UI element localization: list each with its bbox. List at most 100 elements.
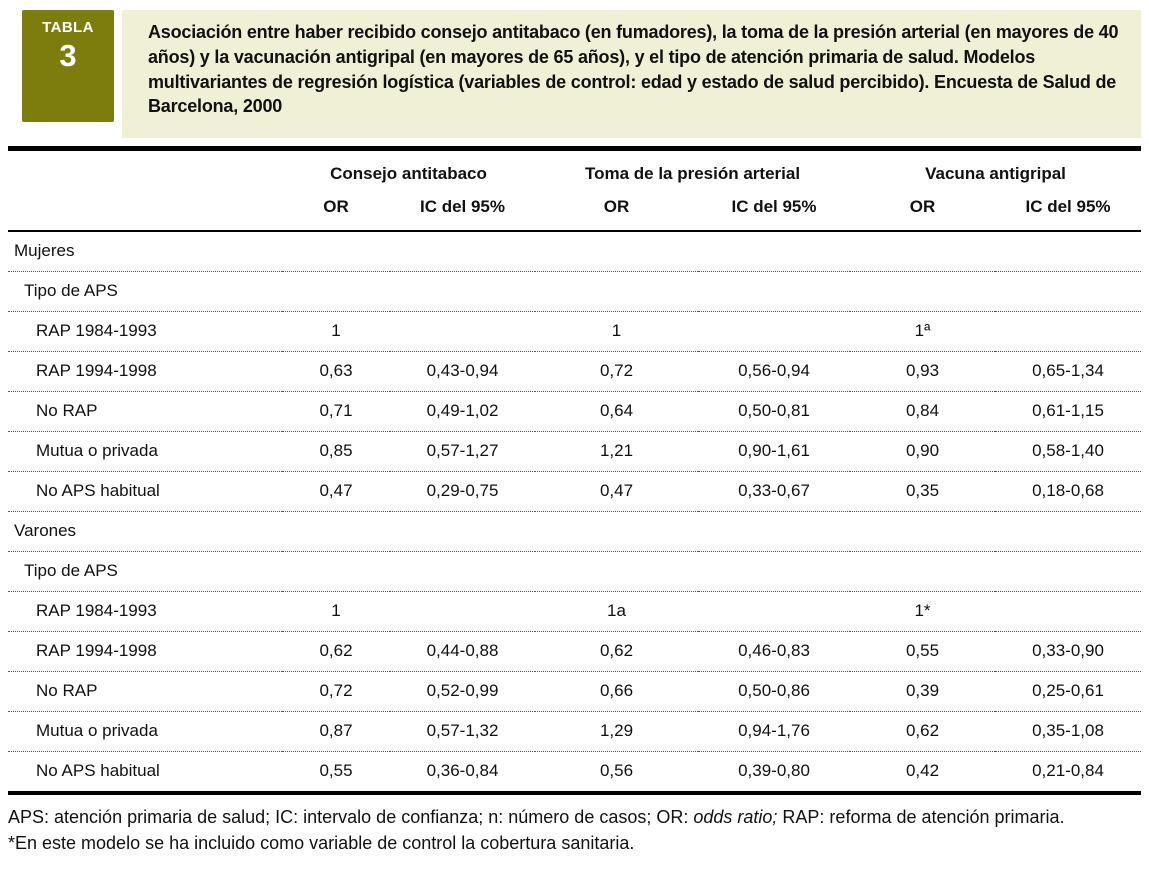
footnotes: APS: atención primaria de salud; IC: int… [8,806,1141,856]
table-section-row: Tipo de APS [8,551,1142,592]
table-section-row: Mujeres [8,231,1141,272]
table-row: RAP 1994-1998 0,62 0,44-0,88 0,62 0,46-0,83 0… [8,631,1142,672]
ci-value: 0,56-0,94 [698,351,850,392]
ci-value [698,231,850,272]
or-value: 0,62 [850,711,995,752]
ci-value [698,511,850,552]
ci-value [698,551,850,592]
ci-value [995,231,1141,272]
table-title: Asociación entre haber recibido consejo … [148,22,1119,117]
ci-value [390,551,535,592]
row-label: Tipo de APS [8,271,282,312]
ci-value: 0,50-0,81 [698,391,850,432]
or-value [282,551,390,592]
row-label: No RAP [8,671,282,712]
row-label: No APS habitual [8,471,282,512]
ci-value: 0,52-0,99 [390,671,535,712]
ci-value: 0,35-1,08 [995,711,1142,752]
or-value: 1 [282,591,390,632]
row-label: RAP 1994-1998 [8,351,282,392]
ci-value [698,311,850,352]
ci-header: IC del 95% [698,193,850,232]
ci-value [995,551,1142,592]
ci-value: 0,90-1,61 [698,431,850,472]
or-value: 1 [282,311,390,352]
ci-header: IC del 95% [390,193,535,232]
or-value [850,271,995,312]
or-value: 0,84 [850,391,995,432]
or-value: 0,90 [850,431,995,472]
ci-value [698,271,850,312]
bottom-rule [8,791,1141,795]
ci-header: IC del 95% [995,193,1142,232]
or-value: 1* [850,591,995,632]
ci-value: 0,61-1,15 [995,391,1142,432]
column-group-presion-arterial: Toma de la presión arterial [584,164,801,183]
or-value: 1,21 [535,431,698,472]
or-value [535,271,698,312]
or-value: 1a [535,591,698,632]
or-value [850,551,995,592]
column-group-consejo-antitabaco: Consejo antitabaco [330,164,487,183]
or-value: 0,72 [535,351,698,392]
ci-value: 0,50-0,86 [698,671,850,712]
badge-label: TABLA [42,19,94,36]
ci-value: 0,57-1,32 [390,711,535,752]
or-value: 0,47 [535,471,698,512]
ci-value: 0,18-0,68 [995,471,1142,512]
or-value: 0,66 [535,671,698,712]
ci-value [390,231,535,272]
or-value: 0,39 [850,671,995,712]
table-row: RAP 1984-1993 1 1 1ª [8,311,1142,352]
ci-value [390,511,535,552]
ci-value: 0,46-0,83 [698,631,850,672]
table-row: Mutua o privada 0,85 0,57-1,27 1,21 0,90-1,6… [8,431,1142,472]
row-label: Tipo de APS [8,551,282,592]
ci-value: 0,43-0,94 [390,351,535,392]
table-row: No RAP 0,71 0,49-1,02 0,64 0,50-0,81 0,84 0,61… [8,391,1142,432]
or-value: 0,93 [850,351,995,392]
ci-value: 0,21-0,84 [995,751,1142,791]
or-value: 0,87 [282,711,390,752]
or-value [535,551,698,592]
table-row: RAP 1994-1998 0,63 0,43-0,94 0,72 0,56-0,94 0… [8,351,1142,392]
sub-header-row: OR IC del 95% OR IC del 95% OR IC del 95… [8,193,1142,232]
or-value: 0,56 [535,751,698,791]
row-label: Varones [8,511,282,552]
ci-value: 0,44-0,88 [390,631,535,672]
group-header-row: Consejo antitabaco Toma de la presión ar… [8,151,1141,193]
or-header: OR [850,193,995,232]
or-value: 0,55 [282,751,390,791]
table-row: Mutua o privada 0,87 0,57-1,32 1,29 0,94-1,7… [8,711,1142,752]
row-label: Mutua o privada [8,711,282,752]
ci-value [390,311,535,352]
ci-value: 0,25-0,61 [995,671,1142,712]
table-section-row: Tipo de APS [8,271,1142,312]
ci-value: 0,57-1,27 [390,431,535,472]
table-row: No RAP 0,72 0,52-0,99 0,66 0,50-0,86 0,39 0,25… [8,671,1142,712]
or-value: 0,62 [282,631,390,672]
or-value [282,231,390,272]
or-value: 0,35 [850,471,995,512]
ci-value [995,311,1142,352]
or-value: 0,71 [282,391,390,432]
row-label: Mutua o privada [8,431,282,472]
ci-value: 0,33-0,90 [995,631,1142,672]
or-value: 0,64 [535,391,698,432]
or-value [850,231,995,272]
row-label: RAP 1994-1998 [8,631,282,672]
column-group-vacuna-antigripal: Vacuna antigripal [925,164,1066,183]
footnote-asterisk: *En este modelo se ha incluido como vari… [8,833,635,854]
top-rule [8,146,1141,151]
page: TABLA 3 Asociación entre haber recibido … [8,10,1142,856]
table-section-row: Varones [8,511,1142,552]
or-value: 0,63 [282,351,390,392]
footnote-italic-text: odds ratio; [693,807,778,827]
ci-value: 0,94-1,76 [698,711,850,752]
or-value: 0,62 [535,631,698,672]
or-value [282,271,390,312]
ci-value [390,271,535,312]
ci-value: 0,65-1,34 [995,351,1142,392]
or-value: 0,55 [850,631,995,672]
ci-value: 0,58-1,40 [995,431,1142,472]
